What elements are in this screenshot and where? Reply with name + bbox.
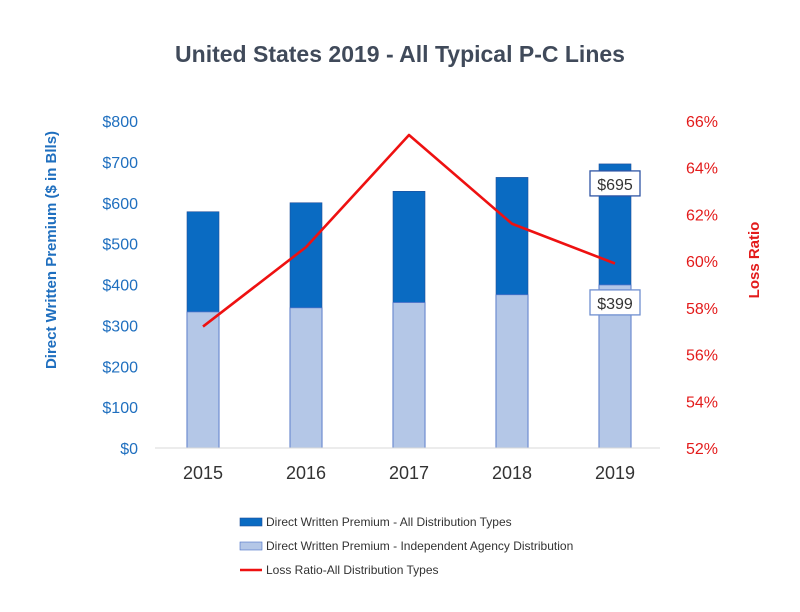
left-axis-ticks: $0 $100 $200 $300 $400 $500 $600 $700 $800 [102,114,138,458]
chart-title: United States 2019 - All Typical P-C Lin… [175,41,625,67]
y-tick-right-label: 52% [686,441,718,458]
legend-swatch-0 [239,517,263,527]
bars [186,163,632,449]
y-tick-right-label: 64% [686,161,718,178]
callout-label: $399 [597,296,633,313]
y-tick-left-label: $0 [120,441,138,458]
x-axis-ticks: 2015 2016 2017 2018 2019 [183,463,635,483]
x-tick-label: 2019 [595,463,635,483]
y-tick-right-label: 62% [686,207,718,224]
callout-box-399 [589,289,641,316]
loss-ratio-series [202,133,616,328]
y-tick-right-label: 56% [686,348,718,365]
bar-independent-2018 [495,294,529,449]
callouts: $695 $399 [589,170,641,316]
y-tick-left-label: $300 [102,318,138,335]
y-tick-right-label: 54% [686,394,718,411]
y-tick-left-label: $500 [102,237,138,254]
y-axis-label-right: Loss Ratio [746,222,763,299]
right-axis-ticks: 52% 54% 56% 58% 60% 62% 64% 66% [686,114,718,458]
callout-label: $695 [597,177,633,194]
y-tick-left-label: $700 [102,155,138,172]
callout-box-695 [589,170,641,197]
y-tick-left-label: $800 [102,114,138,131]
bar-independent-2015 [186,311,220,449]
bar-independent-2017 [392,302,426,449]
y-tick-right-label: 60% [686,254,718,271]
y-tick-left-label: $600 [102,196,138,213]
legend: Direct Written Premium - All Distributio… [239,515,573,577]
x-tick-label: 2018 [492,463,532,483]
y-tick-right-label: 66% [686,114,718,131]
bar-independent-2016 [289,307,323,449]
x-tick-label: 2016 [286,463,326,483]
legend-label: Direct Written Premium - All Distributio… [266,515,512,529]
legend-label: Loss Ratio-All Distribution Types [266,563,439,577]
y-tick-left-label: $200 [102,359,138,376]
x-tick-label: 2015 [183,463,223,483]
y-axis-label-left: Direct Written Premium ($ in Blls) [43,131,60,369]
y-tick-left-label: $400 [102,278,138,295]
legend-swatch-1 [239,541,263,551]
legend-label: Direct Written Premium - Independent Age… [266,539,573,553]
y-tick-left-label: $100 [102,400,138,417]
x-tick-label: 2017 [389,463,429,483]
y-tick-right-label: 58% [686,301,718,318]
